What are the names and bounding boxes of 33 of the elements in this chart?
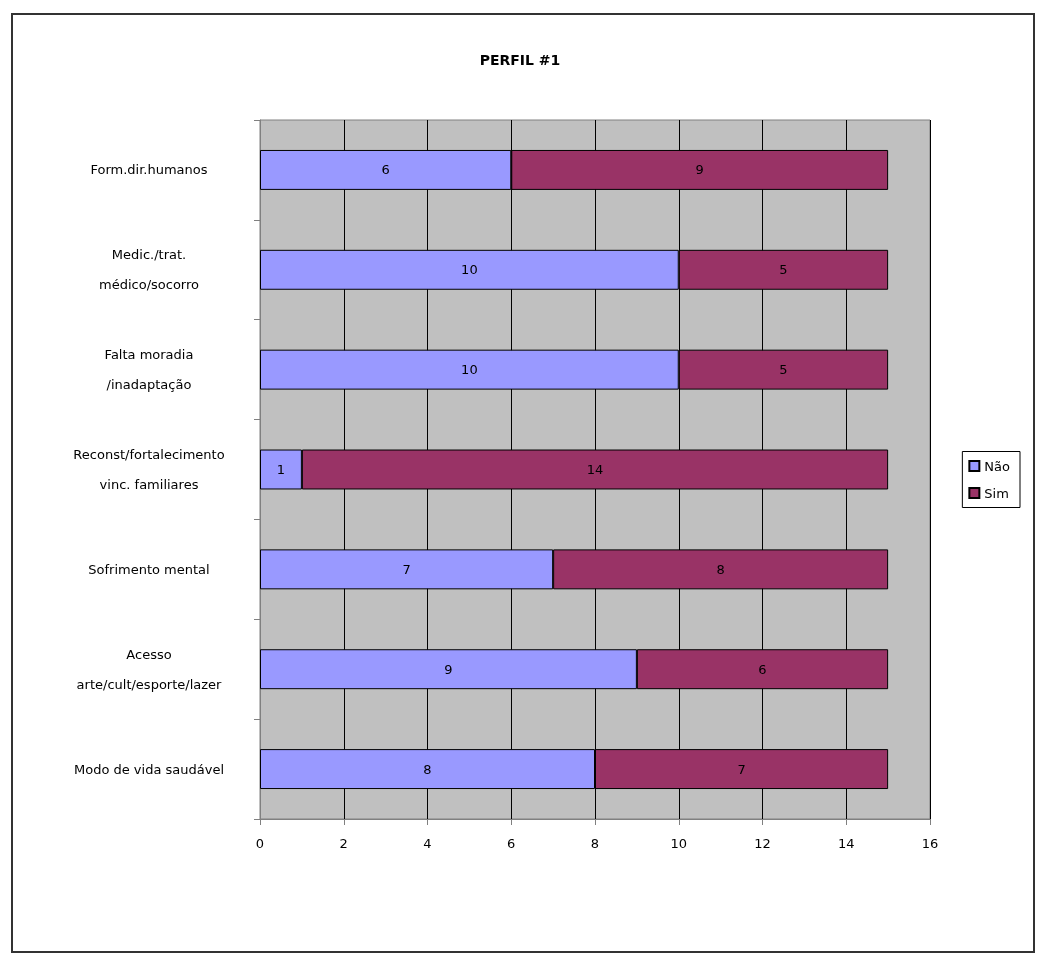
data-label: 10 [461, 262, 478, 278]
data-label: 7 [737, 761, 746, 777]
data-label: 9 [444, 661, 453, 677]
data-label: 5 [779, 362, 788, 378]
x-tick-label: 6 [507, 836, 516, 851]
y-tick-label: Falta moradia /inadaptação [104, 347, 194, 393]
data-label: 6 [758, 661, 767, 677]
data-label: 9 [695, 162, 704, 178]
x-tick-label: 14 [837, 836, 855, 851]
x-tick-label: 0 [255, 836, 265, 851]
data-label: 10 [461, 362, 478, 378]
data-label: 8 [716, 561, 725, 577]
y-tick-label: Medic./trat. médico/socorro [99, 247, 200, 293]
y-tick-label: Acesso arte/cult/esporte/lazer [76, 646, 223, 692]
x-tick-label: 12 [754, 836, 771, 851]
x-tick-label: 10 [670, 836, 688, 851]
x-tick-label: 16 [921, 836, 939, 851]
data-label: 7 [402, 561, 411, 577]
x-tick-label: 4 [423, 836, 432, 851]
chart-title: PERFIL #1 [479, 52, 561, 68]
data-label: 6 [381, 162, 390, 178]
y-tick-label: Form.dir.humanos [90, 162, 208, 178]
data-label: 5 [779, 262, 788, 278]
x-tick-label: 8 [590, 836, 600, 851]
legend-label: Sim [984, 485, 1009, 501]
data-label: 8 [423, 761, 432, 777]
y-tick-label: Modo de vida saudável [73, 761, 225, 777]
data-label: 1 [276, 462, 286, 477]
data-label: 14 [586, 462, 604, 477]
y-tick-label: Sofrimento mental [88, 561, 210, 577]
legend-label: Não [984, 458, 1011, 474]
y-tick-label: Reconst/fortalecimento vinc. familiares [73, 447, 225, 492]
x-tick-label: 2 [339, 836, 348, 851]
